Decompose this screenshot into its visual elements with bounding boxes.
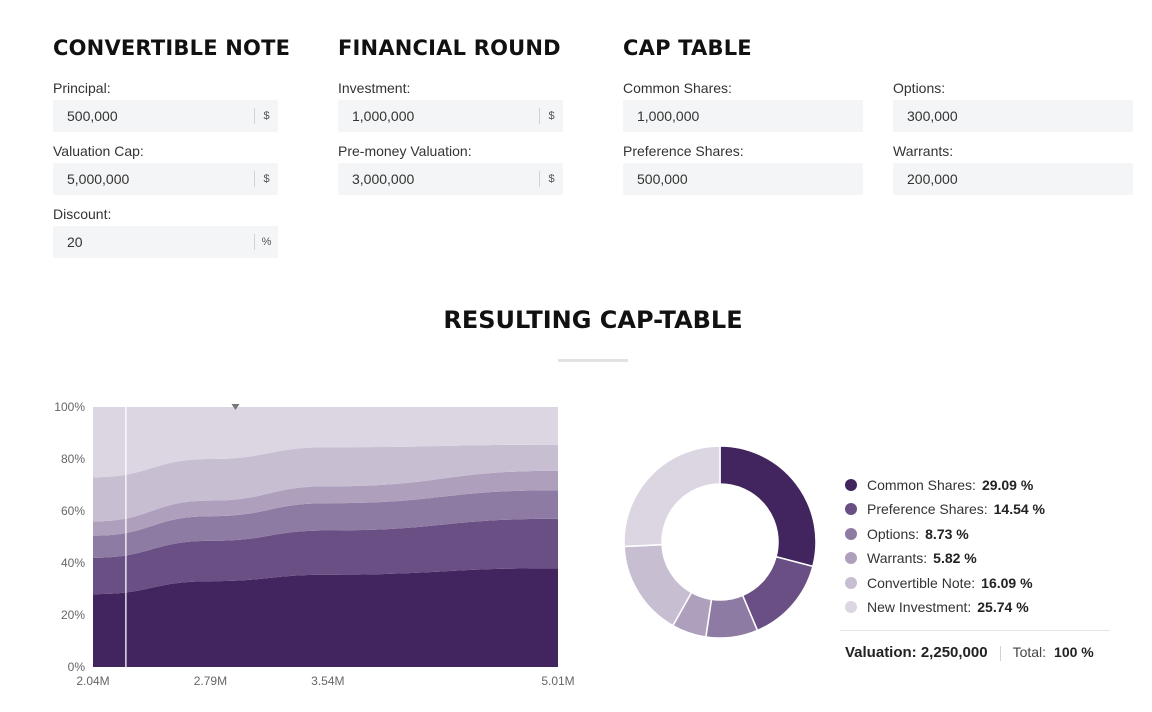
legend-value: 8.73 %	[925, 525, 969, 542]
legend-dot	[845, 552, 857, 565]
warrants-field	[893, 163, 1133, 195]
convertible-note-title: CONVERTIBLE NOTE	[53, 36, 291, 60]
options-field	[893, 100, 1133, 132]
preference-shares-label: Preference Shares:	[623, 143, 744, 159]
x-tick-label: 2.04M	[76, 674, 109, 688]
principal-label: Principal:	[53, 80, 111, 96]
y-tick-label: 100%	[54, 400, 85, 414]
investment-input[interactable]	[338, 100, 538, 132]
donut-chart	[623, 445, 817, 639]
common-shares-field	[623, 100, 863, 132]
pre-money-label: Pre-money Valuation:	[338, 143, 472, 159]
pre-money-field: $	[338, 163, 563, 195]
investment-unit: $	[539, 108, 563, 124]
legend-dot	[845, 503, 857, 516]
summary-separator	[999, 645, 1001, 661]
y-tick-label: 80%	[61, 452, 85, 466]
discount-field: %	[53, 226, 278, 258]
area-series[interactable]	[93, 568, 558, 667]
title-divider	[558, 359, 628, 362]
warrants-label: Warrants:	[893, 143, 954, 159]
cap-table-title: CAP TABLE	[623, 36, 752, 60]
investment-field: $	[338, 100, 563, 132]
investment-label: Investment:	[338, 80, 411, 96]
y-tick-label: 60%	[61, 504, 85, 518]
legend-value: 14.54 %	[993, 501, 1045, 518]
principal-unit: $	[254, 108, 278, 124]
principal-input[interactable]	[53, 100, 253, 132]
legend-value: 25.74 %	[977, 598, 1029, 615]
options-input[interactable]	[893, 100, 1133, 132]
valuation-cap-unit: $	[254, 171, 278, 187]
area-series[interactable]	[93, 490, 558, 558]
summary: Valuation: 2,250,000 Total: 100 %	[845, 644, 1094, 661]
legend-label: Options: 8.73 %	[867, 525, 969, 542]
y-tick-label: 0%	[68, 660, 86, 674]
y-tick-label: 40%	[61, 556, 85, 570]
x-tick-label: 2.79M	[194, 674, 227, 688]
discount-label: Discount:	[53, 206, 112, 222]
total-value: 100 %	[1054, 644, 1094, 660]
legend-label: Convertible Note: 16.09 %	[867, 574, 1033, 591]
legend-value: 5.82 %	[933, 550, 977, 567]
legend-dot	[845, 600, 857, 613]
legend-label: New Investment: 25.74 %	[867, 598, 1029, 615]
preference-shares-input[interactable]	[623, 163, 863, 195]
valuation-cap-field: $	[53, 163, 278, 195]
area-series[interactable]	[93, 407, 558, 478]
x-tick-label: 3.54M	[311, 674, 344, 688]
financial-round-title: FINANCIAL ROUND	[338, 36, 561, 60]
discount-unit: %	[254, 234, 278, 250]
valuation-label: Valuation: 2,250,000	[845, 644, 988, 661]
legend-value: 16.09 %	[981, 574, 1033, 591]
stacked-area-chart[interactable]: 0% 20% 40% 60% 80% 100% 2.04M 2.79M 3.54M 5.01M	[40, 395, 580, 695]
x-tick-label: 5.01M	[541, 674, 574, 688]
common-shares-label: Common Shares:	[623, 80, 732, 96]
legend-dot	[845, 479, 857, 491]
legend-dot	[845, 527, 857, 540]
donut-slice	[623, 445, 721, 548]
warrants-input[interactable]	[893, 163, 1133, 195]
common-shares-input[interactable]	[623, 100, 863, 132]
pre-money-unit: $	[539, 171, 563, 187]
preference-shares-field	[623, 163, 863, 195]
legend-dot	[845, 576, 857, 589]
legend-label: Common Shares: 29.09 %	[867, 477, 1034, 493]
valuation-cap-label: Valuation Cap:	[53, 143, 144, 159]
chart-handle-icon[interactable]	[231, 404, 240, 410]
pre-money-input[interactable]	[338, 163, 538, 195]
area-series[interactable]	[93, 444, 558, 522]
summary-divider	[840, 630, 1110, 631]
legend-value: 29.09 %	[981, 477, 1034, 493]
area-series[interactable]	[93, 470, 558, 536]
valuation-cap-input[interactable]	[53, 163, 253, 195]
discount-input[interactable]	[53, 226, 253, 258]
donut-slice	[719, 445, 817, 568]
area-series[interactable]	[93, 518, 558, 595]
legend-label: Preference Shares: 14.54 %	[867, 501, 1045, 518]
legend-label: Warrants: 5.82 %	[867, 550, 977, 567]
principal-field: $	[53, 100, 278, 132]
result-title: RESULTING CAP-TABLE	[443, 306, 743, 334]
y-tick-label: 20%	[61, 608, 85, 622]
options-label: Options:	[893, 80, 946, 96]
total-label: Total:	[1012, 644, 1047, 660]
